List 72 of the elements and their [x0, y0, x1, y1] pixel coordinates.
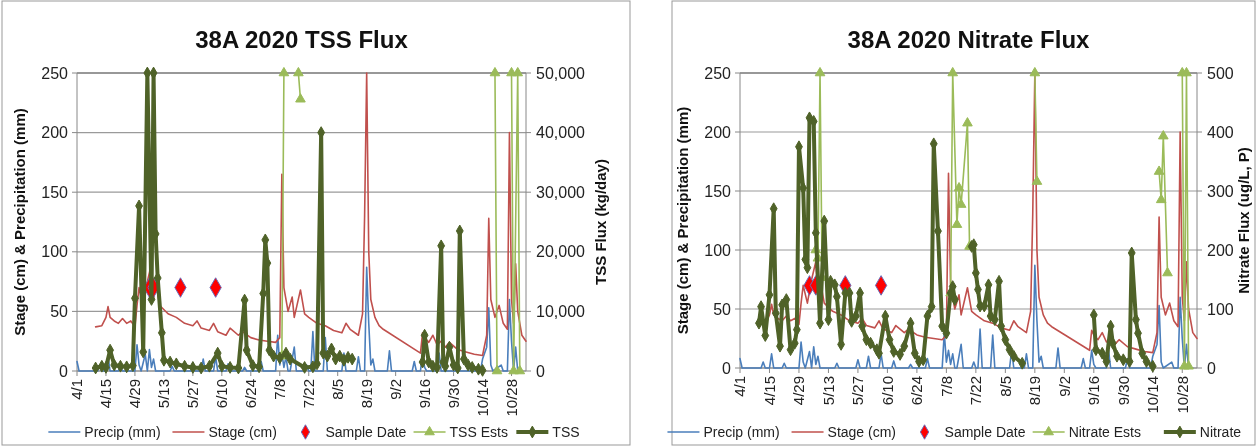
x-tick-label: 9/2: [386, 379, 404, 400]
x-tick-label: 10/28: [502, 379, 520, 417]
y-tick-label: 100: [41, 243, 69, 261]
x-tick-label: 9/16: [415, 379, 433, 409]
y2-tick-label: 10,000: [536, 303, 586, 320]
x-tick-label: 4/15: [97, 379, 115, 409]
y2-tick-label: 0: [536, 362, 545, 380]
x-tick-label: 9/2: [1055, 376, 1073, 397]
y2-tick-label: 0: [1207, 359, 1216, 377]
y-tick-label: 250: [41, 64, 69, 82]
x-tick-label: 4/1: [731, 376, 749, 397]
x-tick-label: 4/29: [790, 376, 808, 406]
x-tick-label: 4/29: [126, 379, 144, 409]
y-tick-label: 0: [722, 359, 732, 377]
chart-title: 38A 2020 Nitrate Flux: [847, 26, 1091, 53]
y2-axis-title: Nitrate Flux (ug/L, P): [1235, 147, 1252, 294]
x-tick-label: 10/28: [1173, 376, 1191, 414]
y2-tick-label: 100: [1207, 300, 1234, 318]
x-tick-label: 8/19: [1026, 376, 1044, 406]
legend-label: TSS: [552, 423, 580, 440]
y2-tick-label: 50,000: [536, 64, 586, 82]
y2-tick-label: 400: [1207, 123, 1234, 141]
y-tick-label: 100: [704, 241, 732, 259]
legend-label: Stage (cm): [827, 423, 897, 440]
x-tick-label: 8/19: [357, 379, 375, 409]
y-tick-label: 150: [704, 182, 732, 200]
x-tick-label: 5/27: [184, 379, 202, 409]
y2-tick-label: 500: [1207, 64, 1234, 82]
x-tick-label: 5/13: [155, 379, 173, 409]
y2-tick-label: 200: [1207, 241, 1234, 259]
y-tick-label: 50: [50, 303, 69, 320]
x-tick-label: 7/8: [937, 376, 955, 397]
y-tick-label: 150: [41, 183, 69, 201]
x-tick-label: 6/10: [878, 376, 896, 406]
y2-tick-label: 30,000: [536, 183, 586, 201]
x-tick-label: 8/5: [996, 376, 1014, 397]
y-tick-label: 200: [704, 123, 732, 141]
y2-axis-title: TSS Flux (kg/day): [592, 159, 609, 285]
x-tick-label: 6/10: [213, 379, 231, 409]
y2-tick-label: 20,000: [536, 243, 586, 261]
x-tick-label: 7/8: [271, 379, 289, 400]
legend-label: Sample Date: [944, 423, 1026, 440]
x-tick-label: 4/15: [760, 376, 778, 406]
y2-tick-label: 300: [1207, 182, 1234, 200]
x-tick-label: 8/5: [328, 379, 346, 400]
x-tick-label: 10/14: [1144, 376, 1162, 414]
x-tick-label: 7/22: [967, 376, 985, 406]
x-tick-label: 5/27: [849, 376, 867, 406]
x-tick-label: 4/1: [68, 379, 86, 400]
legend-label: TSS Ests: [449, 423, 508, 440]
y-axis-title: Stage (cm) & Precipitation (mm): [11, 108, 28, 336]
legend-label: Sample Date: [325, 423, 407, 440]
x-tick-label: 9/30: [444, 379, 462, 409]
x-tick-label: 6/24: [908, 376, 926, 406]
x-tick-label: 9/30: [1114, 376, 1132, 406]
y-tick-label: 200: [41, 124, 69, 142]
legend-label: Precip (mm): [84, 423, 161, 440]
chart-title: 38A 2020 TSS Flux: [195, 26, 409, 53]
x-tick-label: 9/16: [1085, 376, 1103, 406]
y-tick-label: 250: [704, 64, 732, 82]
legend-label: Precip (mm): [703, 423, 780, 440]
legend-label: Nitrate: [1199, 423, 1242, 440]
y-tick-label: 50: [713, 300, 732, 318]
x-tick-label: 7/22: [299, 379, 317, 409]
x-tick-label: 6/24: [242, 379, 260, 409]
legend-label: Nitrate Ests: [1068, 423, 1142, 440]
y-tick-label: 0: [59, 362, 69, 380]
y-axis-title: Stage (cm) & Precipitation (mm): [674, 106, 691, 335]
x-tick-label: 5/13: [819, 376, 837, 406]
y2-tick-label: 40,000: [536, 124, 586, 142]
legend-label: Stage (cm): [208, 423, 277, 440]
x-tick-label: 10/14: [473, 379, 491, 417]
